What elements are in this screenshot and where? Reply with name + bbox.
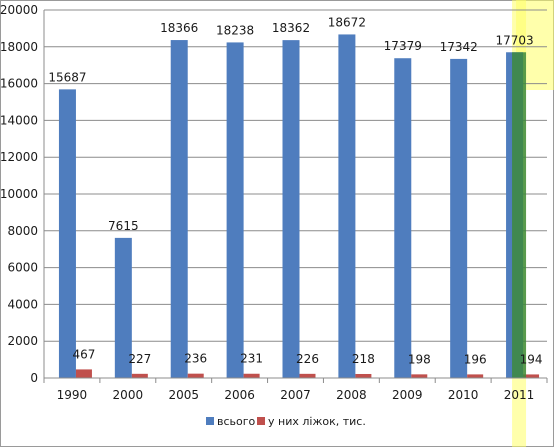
y-tick-label: 12000 xyxy=(0,150,38,164)
bar-2000-beds xyxy=(131,373,148,378)
data-label-2010-beds: 196 xyxy=(464,352,487,366)
data-label-2008-total: 18672 xyxy=(328,15,366,29)
bar-2007-beds xyxy=(299,373,316,378)
y-tick-label: 20000 xyxy=(0,3,38,17)
x-tick-label-1990: 1990 xyxy=(57,388,88,402)
data-label-2009-total: 17379 xyxy=(384,39,422,53)
y-tick-label: 2000 xyxy=(7,334,38,348)
x-tick-label-2009: 2009 xyxy=(392,388,423,402)
y-tick-label: 14000 xyxy=(0,113,38,127)
data-label-2005-total: 18366 xyxy=(160,21,198,35)
bar-2008-total xyxy=(338,34,356,378)
data-label-2005-beds: 236 xyxy=(184,352,207,366)
data-label-2010-total: 17342 xyxy=(440,40,478,54)
x-tick-label-2010: 2010 xyxy=(448,388,479,402)
legend-swatch-total xyxy=(206,417,214,425)
bar-2009-beds xyxy=(411,374,428,378)
y-tick-label: 4000 xyxy=(7,297,38,311)
data-label-2008-beds: 218 xyxy=(352,352,375,366)
data-label-2000-total: 7615 xyxy=(108,219,139,233)
y-tick-label: 8000 xyxy=(7,224,38,238)
y-tick-label: 18000 xyxy=(0,40,38,54)
data-labels: 15687 467 7615 227 18366 236 18238 231 18362 226 1… xyxy=(48,15,542,366)
legend: всього у них ліжок, тис. xyxy=(206,415,366,428)
axes: 0 2000 4000 6000 8000 10000 12000 14000 16000 180… xyxy=(0,3,548,402)
y-tick-label: 0 xyxy=(30,371,38,385)
bars xyxy=(58,34,540,379)
bar-2005-beds xyxy=(187,373,204,378)
legend-swatch-beds xyxy=(257,417,265,425)
bar-2010-beds xyxy=(467,374,484,378)
bar-2005-total xyxy=(170,40,188,378)
bar-2000-total xyxy=(114,237,132,378)
bar-2009-total xyxy=(394,58,412,378)
data-label-2007-total: 18362 xyxy=(272,21,310,35)
data-label-2000-beds: 227 xyxy=(128,352,151,366)
x-tick-label-2000: 2000 xyxy=(113,388,144,402)
legend-label-beds: у них ліжок, тис. xyxy=(268,415,366,428)
x-tick-label-2008: 2008 xyxy=(336,388,367,402)
x-tick-label-2005: 2005 xyxy=(168,388,199,402)
bar-2011-beds xyxy=(523,374,540,378)
data-label-2009-beds: 198 xyxy=(408,352,431,366)
y-tick-label: 6000 xyxy=(7,261,38,275)
y-tick-label: 10000 xyxy=(0,187,38,201)
legend-label-total: всього xyxy=(217,415,256,428)
bar-1990-beds xyxy=(75,369,92,378)
bar-2008-beds xyxy=(355,373,372,378)
bar-1990-total xyxy=(58,89,76,379)
bar-2006-total xyxy=(226,42,244,378)
y-tick-label: 16000 xyxy=(0,77,38,91)
bar-2006-beds xyxy=(243,373,260,378)
data-label-1990-total: 15687 xyxy=(48,70,86,84)
highlight-bar-overlay xyxy=(512,52,527,378)
data-label-2006-total: 18238 xyxy=(216,23,254,37)
x-tick-label-2007: 2007 xyxy=(280,388,311,402)
bar-2007-total xyxy=(282,40,300,379)
data-label-2011-beds: 194 xyxy=(520,352,543,366)
x-tick-label-2011: 2011 xyxy=(504,388,535,402)
bar-2010-total xyxy=(450,58,468,379)
data-label-1990-beds: 467 xyxy=(72,347,95,361)
x-tick-label-2006: 2006 xyxy=(224,388,255,402)
data-label-2006-beds: 231 xyxy=(240,352,263,366)
data-label-2007-beds: 226 xyxy=(296,352,319,366)
data-label-2011-total: 17703 xyxy=(495,33,533,47)
